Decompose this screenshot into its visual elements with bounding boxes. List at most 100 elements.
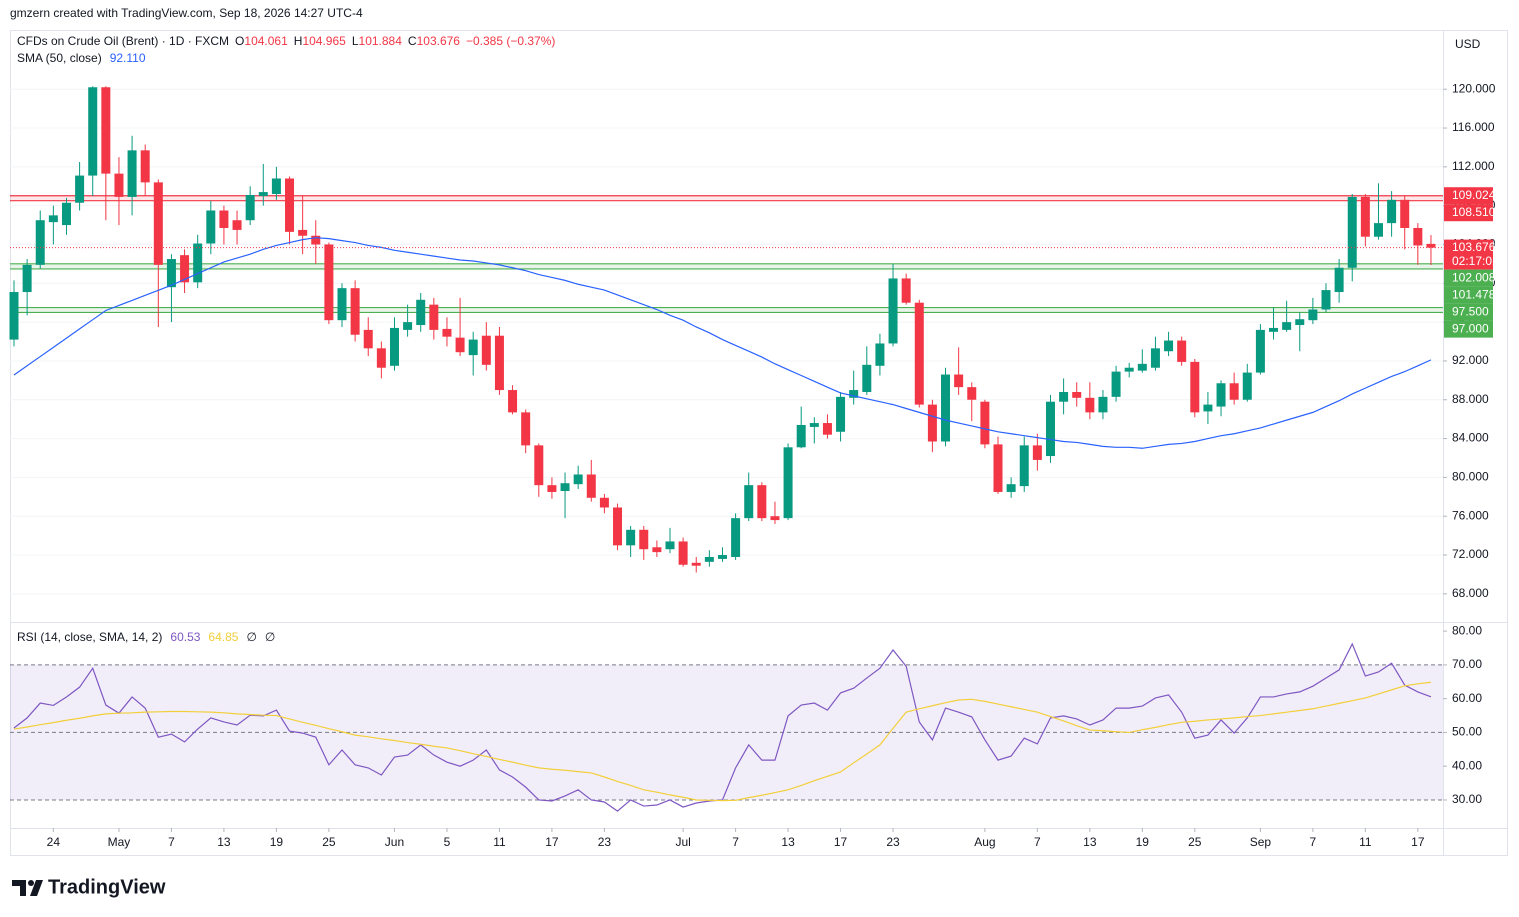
brand: TradingView	[48, 876, 166, 898]
x-tick-label: May	[108, 835, 131, 849]
candle-body	[1203, 404, 1213, 412]
candle-body	[180, 255, 190, 283]
candle-body	[140, 150, 150, 183]
legend: CFDs on Crude Oil (Brent) · 1D · FXCM O10…	[17, 34, 555, 48]
candle-body	[717, 555, 727, 559]
candle-body	[1072, 391, 1082, 398]
indicator-value: 64.85	[208, 630, 238, 644]
x-tick-label: 11	[1359, 835, 1372, 849]
candle-body	[599, 497, 609, 508]
candle-body	[153, 182, 163, 265]
y-tick-label: 30.00	[1452, 792, 1482, 806]
x-tick-label: Aug	[974, 835, 995, 849]
x-tick-label: 23	[598, 835, 612, 849]
level-label-box	[1444, 187, 1493, 205]
y-tick-label: 84.000	[1452, 431, 1489, 445]
candle-body	[809, 423, 819, 427]
level-label: 97.000	[1452, 321, 1489, 335]
price-label-box	[1444, 239, 1493, 270]
candle-body	[311, 235, 321, 245]
y-tick-label: 72.000	[1452, 547, 1489, 561]
candle-body	[914, 302, 924, 405]
logo-mark	[12, 880, 26, 896]
x-tick-label: 17	[545, 835, 559, 849]
candle-body	[1085, 397, 1095, 413]
x-tick-label: 7	[732, 835, 739, 849]
candle-body	[508, 390, 518, 413]
candle-body	[219, 210, 229, 228]
candle-body	[350, 288, 360, 335]
candle-body	[744, 485, 754, 519]
x-tick-label: 7	[1310, 835, 1317, 849]
countdown: 02:17:01	[1452, 254, 1499, 268]
candle-body	[324, 244, 334, 321]
candle-body	[1006, 484, 1016, 492]
candle-body	[1426, 243, 1436, 248]
candle-body	[770, 516, 780, 521]
candle-body	[494, 335, 504, 391]
ohlc-key: L	[352, 34, 359, 48]
x-tick-label: 5	[444, 835, 451, 849]
candle-body	[796, 424, 806, 448]
na-value: ∅	[265, 630, 275, 644]
y-tick-label: 50.00	[1452, 725, 1482, 739]
candle-body	[560, 483, 570, 491]
ohlc-value: 103.676	[417, 34, 461, 48]
line-series	[13, 237, 1432, 449]
candle-body	[166, 259, 176, 288]
candle-body	[901, 278, 911, 303]
candle-body	[1019, 445, 1029, 487]
candle-body	[757, 485, 767, 519]
candle-body	[731, 518, 741, 557]
ohlc-key: O	[235, 34, 244, 48]
candle-body	[403, 322, 413, 330]
level-label-box	[1444, 320, 1493, 338]
candle-body	[468, 339, 478, 356]
indicator-name: SMA (50, close)	[17, 51, 102, 65]
y-tick-label: 68.000	[1452, 586, 1489, 600]
x-tick-label: 13	[217, 835, 231, 849]
x-tick-label: 24	[47, 835, 61, 849]
credit: gmzern created with TradingView.com, Sep…	[10, 6, 363, 20]
candle-body	[429, 304, 439, 330]
candle-body	[1190, 361, 1200, 413]
candle-body	[1059, 391, 1069, 402]
logo-slash	[30, 880, 43, 896]
candle-body	[48, 215, 58, 223]
candle-body	[258, 192, 268, 196]
legend: SMA (50, close) 92.110	[17, 51, 146, 65]
logo-dot	[28, 880, 34, 886]
candle-body	[613, 507, 623, 546]
candle-body	[1282, 322, 1292, 330]
candle-body	[1137, 363, 1147, 371]
candle-body	[1387, 199, 1397, 224]
x-tick-label: 13	[1083, 835, 1097, 849]
level-label: 102.008	[1452, 270, 1496, 284]
candle-body	[849, 390, 859, 398]
ohlc-value: 101.884	[359, 34, 403, 48]
candle-body	[1308, 309, 1318, 321]
x-tick-label: 17	[834, 835, 848, 849]
candle-body	[389, 327, 399, 366]
y-tick-label: 60.00	[1452, 691, 1482, 705]
ohlc-value: 104.965	[302, 34, 346, 48]
candle-body	[416, 299, 426, 326]
candle-body	[127, 150, 137, 197]
candle-body	[626, 529, 636, 546]
level-label: 97.500	[1452, 304, 1489, 318]
candle-body	[61, 202, 71, 226]
candle-body	[1229, 383, 1239, 400]
candle-body	[993, 444, 1003, 492]
candle-body	[481, 335, 491, 365]
level-label-box	[1444, 303, 1493, 321]
change: −0.385 (−0.37%)	[466, 34, 555, 48]
candle-body	[114, 173, 124, 197]
line-series	[13, 642, 1432, 812]
x-tick-label: 7	[168, 835, 175, 849]
x-tick-label: 19	[1136, 835, 1150, 849]
x-tick-label: 7	[1034, 835, 1041, 849]
candle-body	[1334, 267, 1344, 293]
level-label-box	[1444, 269, 1493, 287]
